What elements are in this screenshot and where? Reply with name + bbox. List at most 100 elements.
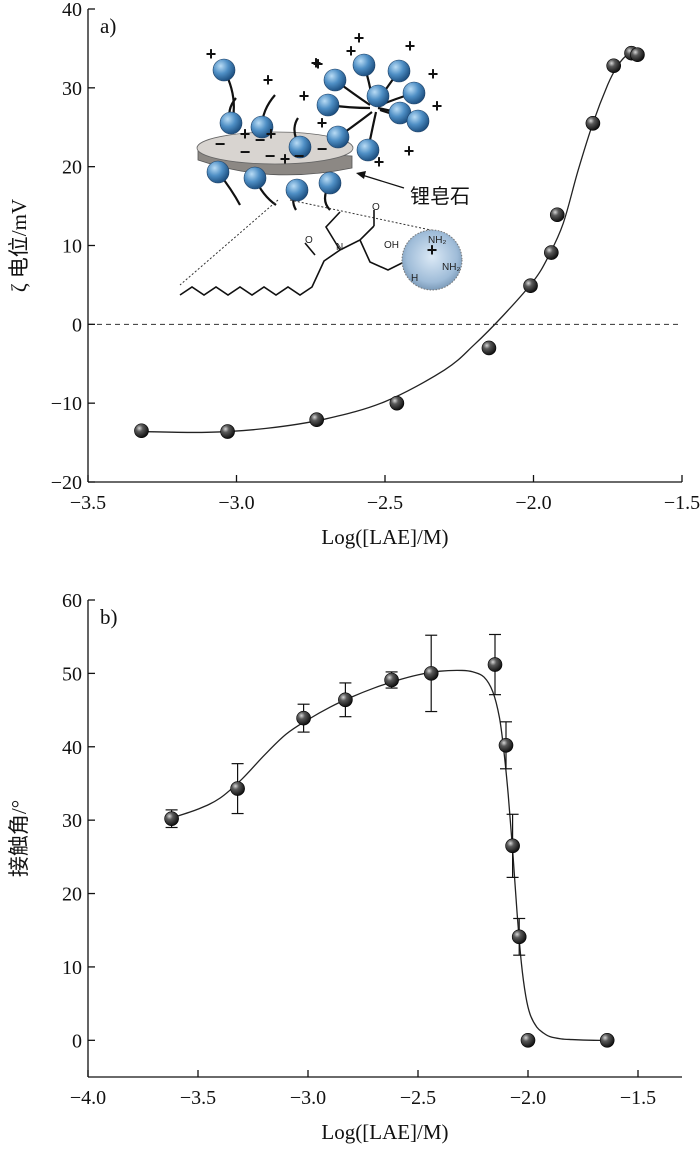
chemical-label: NH₂ (442, 262, 460, 273)
x-tick-label: −1.5 (664, 492, 700, 514)
data-point (296, 710, 311, 726)
x-axis-title: Log([LAE]/M) (321, 1120, 448, 1144)
surfactant-head (285, 178, 309, 202)
data-point (164, 811, 179, 826)
minus-charge: − (255, 130, 266, 150)
molecule-carbonyl (304, 242, 316, 256)
x-tick-label: −2.0 (515, 492, 551, 514)
callout-line (361, 174, 405, 189)
clay-platelet-top (196, 131, 354, 165)
data-points (134, 45, 645, 439)
plus-charge: + (428, 64, 439, 84)
y-tick-label: 30 (62, 810, 82, 832)
y-axis-title: ζ 电位/mV (7, 199, 31, 292)
data-point (505, 838, 520, 854)
chemical-label: NH₂ (428, 235, 446, 246)
zoom-line (179, 199, 279, 286)
chemical-label: N (336, 242, 343, 253)
surfactant-head (387, 59, 411, 83)
y-axis-title: 接触角/° (7, 800, 31, 877)
x-tick-label: −2.5 (367, 492, 403, 514)
chemical-label: O (305, 235, 313, 246)
data-point (220, 424, 235, 439)
data-points (164, 657, 615, 1048)
data-point (389, 395, 405, 411)
surfactant-head (316, 93, 340, 117)
plus-charge: + (374, 152, 385, 172)
plus-charge: + (299, 86, 310, 106)
data-point (630, 47, 645, 63)
data-point (498, 738, 514, 753)
surfactant-head (288, 135, 312, 159)
molecule-chain (179, 249, 341, 296)
y-tick-label: 60 (62, 590, 82, 612)
data-point (134, 423, 149, 439)
chemical-label: OH (384, 240, 399, 251)
fit-curve (171, 669, 608, 1042)
data-point (549, 207, 565, 223)
plus-charge: + (206, 44, 217, 64)
y-tick-label: 20 (62, 884, 82, 906)
callout-arrowhead (356, 171, 366, 179)
y-tick-label: 0 (72, 1030, 82, 1052)
data-point (523, 278, 538, 294)
data-point (338, 692, 353, 708)
surfactant-head (402, 81, 426, 105)
x-tick-label: −1.5 (620, 1087, 656, 1109)
data-point (585, 116, 601, 131)
error-bars (165, 633, 526, 956)
surfactant-head (219, 111, 243, 135)
zoom-line (289, 199, 441, 233)
y-tick-label: 10 (62, 957, 82, 979)
y-tick-label: −20 (51, 472, 82, 494)
minus-charge: − (294, 146, 305, 166)
x-tick-label: −3.0 (290, 1087, 326, 1109)
plus-charge: + (266, 124, 277, 144)
plus-charge: + (432, 96, 443, 116)
chemical-label: H (411, 273, 418, 284)
plus-charge: + (346, 41, 357, 61)
surfactant-head (366, 84, 390, 108)
plus-charge: + (311, 53, 322, 73)
plus-charge: + (313, 54, 324, 74)
callout-label: 锂皂石 (410, 184, 470, 208)
surfactant-head (352, 53, 376, 77)
plus-charge: + (404, 141, 415, 161)
surfactant-head (356, 138, 380, 162)
data-point (599, 1033, 615, 1048)
surfactant-head (243, 166, 267, 190)
data-point (481, 340, 497, 356)
panel-b-chart: −4.0 −3.5 −3.0 −2.5 −2.0 −1.5 0 10 20 30 40 50 60 b)… (7, 590, 682, 1144)
plus-charge: + (263, 70, 274, 90)
data-point (511, 929, 527, 945)
surfactant-head (406, 109, 430, 133)
molecule-backbone (325, 211, 405, 271)
x-tick-label: −4.0 (70, 1087, 106, 1109)
guanidinium-head (401, 229, 463, 291)
axes: −4.0 −3.5 −3.0 −2.5 −2.0 −1.5 0 10 20 30 40 50 60 (62, 590, 682, 1109)
plus-charge: + (354, 28, 365, 48)
y-tick-label: 20 (62, 157, 82, 179)
y-tick-label: 40 (62, 0, 82, 21)
x-axis-title: Log([LAE]/M) (321, 525, 448, 549)
chemical-label: O (372, 202, 380, 213)
surfactant-head (250, 115, 274, 139)
x-tick-label: −3.5 (70, 492, 106, 514)
minus-charge: − (265, 146, 276, 166)
data-point (487, 657, 503, 672)
plus-charge: + (405, 36, 416, 56)
plus-charge: + (427, 240, 438, 260)
x-tick-label: −3.5 (180, 1087, 216, 1109)
panel-label: a) (100, 14, 116, 38)
y-tick-label: 50 (62, 663, 82, 685)
data-point (384, 672, 399, 688)
data-point (230, 781, 245, 796)
y-tick-label: 40 (62, 737, 82, 759)
data-point (544, 245, 559, 260)
x-tick-label: −3.0 (218, 492, 254, 514)
minus-charge: − (240, 142, 251, 162)
y-tick-label: 30 (62, 78, 82, 100)
